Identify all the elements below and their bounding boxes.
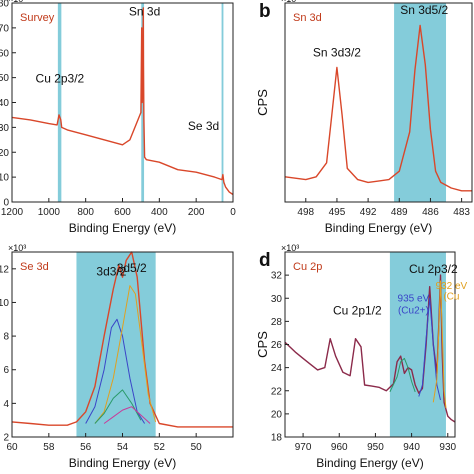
x-axis-label: Binding Energy (eV) bbox=[316, 456, 423, 470]
y-tick-label: 18 bbox=[271, 433, 283, 444]
peak-annotation: Sn 3d bbox=[129, 4, 160, 18]
x-axis-label: Binding Energy (eV) bbox=[69, 456, 176, 470]
peak-annotation: 3d5/2 bbox=[117, 261, 147, 275]
peak-annotation: (Cu bbox=[443, 291, 459, 302]
y-tick-label: 80 bbox=[0, 0, 9, 10]
series-line bbox=[11, 251, 233, 428]
inset-label: Cu 2p bbox=[293, 261, 322, 273]
inset-label: Sn 3d bbox=[293, 12, 322, 24]
y-tick-label: 12 bbox=[0, 264, 9, 275]
series-line bbox=[94, 389, 142, 424]
peak-annotation: (Cu2+) bbox=[398, 305, 429, 316]
x-tick-label: 50 bbox=[191, 442, 203, 453]
series-line bbox=[11, 7, 234, 196]
y-tick-label: 60 bbox=[0, 48, 9, 59]
x-tick-label: 1200 bbox=[1, 207, 24, 218]
x-tick-label: 58 bbox=[43, 442, 55, 453]
x-tick-label: 1000 bbox=[38, 207, 61, 218]
y-tick-label: 24 bbox=[271, 363, 283, 374]
x-tick-label: 492 bbox=[360, 207, 377, 218]
x-axis-label: Binding Energy (eV) bbox=[69, 221, 176, 235]
series-line bbox=[418, 297, 441, 401]
plot-frame bbox=[11, 2, 234, 203]
plot-frame bbox=[284, 2, 473, 203]
x-tick-label: 56 bbox=[80, 442, 92, 453]
peak-annotation: 935 eV bbox=[398, 294, 430, 305]
y-tick-label: 70 bbox=[0, 23, 9, 34]
axis-exponent: ×10³ bbox=[281, 243, 299, 253]
x-tick-label: 489 bbox=[391, 207, 408, 218]
peak-annotation: 932 eV bbox=[436, 281, 468, 292]
peak-annotation: Cu 2p1/2 bbox=[333, 303, 382, 317]
peak-annotation: Cu 2p3/2 bbox=[409, 262, 458, 276]
x-tick-label: 60 bbox=[6, 442, 18, 453]
x-tick-label: 970 bbox=[295, 442, 312, 453]
series-line bbox=[103, 406, 151, 424]
series-line bbox=[284, 24, 472, 192]
inset-label: Se 3d bbox=[20, 261, 49, 273]
peak-annotation: 3d3/2 bbox=[96, 265, 126, 279]
y-tick-label: 20 bbox=[0, 148, 9, 159]
y-tick-label: 20 bbox=[271, 409, 283, 420]
x-tick-label: 200 bbox=[188, 207, 205, 218]
y-tick-label: 4 bbox=[3, 399, 9, 410]
y-tick-label: 2 bbox=[3, 433, 9, 444]
x-tick-label: 960 bbox=[331, 442, 348, 453]
x-tick-label: 498 bbox=[297, 207, 314, 218]
x-tick-label: 52 bbox=[154, 442, 166, 453]
x-tick-label: 486 bbox=[422, 207, 439, 218]
y-tick-label: 32 bbox=[271, 271, 283, 282]
x-tick-label: 800 bbox=[77, 207, 94, 218]
peak-annotation: Se 3d bbox=[188, 119, 219, 133]
series-line bbox=[94, 285, 157, 424]
highlight-band bbox=[389, 252, 446, 437]
axis-exponent: ×10³ bbox=[8, 243, 26, 253]
y-axis-label: CPS bbox=[255, 331, 270, 358]
x-tick-label: 930 bbox=[439, 442, 456, 453]
y-tick-label: 0 bbox=[3, 198, 9, 209]
y-tick-label: 6 bbox=[3, 365, 9, 376]
highlight-band bbox=[221, 3, 224, 202]
panel-letter: b bbox=[259, 1, 271, 22]
series-line bbox=[432, 280, 447, 409]
axis-exponent: ×10⁴ bbox=[8, 0, 27, 4]
y-tick-label: 10 bbox=[0, 298, 9, 309]
panel-letter: d bbox=[259, 250, 271, 271]
series-line bbox=[85, 318, 146, 424]
x-tick-label: 600 bbox=[114, 207, 131, 218]
y-tick-label: 22 bbox=[271, 386, 283, 397]
y-tick-label: 8 bbox=[3, 332, 9, 343]
x-axis-label: Binding Energy (eV) bbox=[325, 221, 432, 235]
axis-exponent: ×10⁴ bbox=[281, 0, 300, 4]
y-tick-label: 10 bbox=[0, 173, 9, 184]
y-tick-label: 50 bbox=[0, 73, 9, 84]
highlight-band bbox=[394, 3, 447, 202]
y-tick-label: 26 bbox=[271, 340, 283, 351]
panel-b: 498 495 492 489 486 483 Binding Energy (eV) CPS… bbox=[255, 0, 473, 235]
panel-a: 1200 1000 800 600 400 200 0 0 10 20 30 40 50 60 70 80 Bi… bbox=[0, 0, 236, 235]
y-axis-label: CPS bbox=[255, 89, 270, 116]
series-line bbox=[389, 357, 416, 393]
x-tick-label: 0 bbox=[230, 207, 236, 218]
panel-d: 970 960 950 940 930 18 20 22 24 26 28 30 32 Binding E… bbox=[255, 243, 468, 470]
x-tick-label: 483 bbox=[453, 207, 470, 218]
inset-label: Survey bbox=[20, 12, 55, 24]
x-tick-label: 940 bbox=[403, 442, 420, 453]
x-tick-label: 950 bbox=[367, 442, 384, 453]
peak-annotation: Sn 3d3/2 bbox=[313, 45, 361, 59]
peak-annotation: Cu 2p3/2 bbox=[36, 72, 85, 86]
peak-annotation: Sn 3d5/2 bbox=[400, 3, 448, 17]
x-tick-label: 54 bbox=[117, 442, 129, 453]
x-tick-label: 400 bbox=[151, 207, 168, 218]
x-tick-label: 495 bbox=[329, 207, 346, 218]
y-tick-label: 28 bbox=[271, 317, 283, 328]
y-tick-label: 30 bbox=[271, 294, 283, 305]
highlight-band bbox=[57, 3, 62, 202]
y-tick-label: 40 bbox=[0, 98, 9, 109]
y-tick-label: 30 bbox=[0, 123, 9, 134]
